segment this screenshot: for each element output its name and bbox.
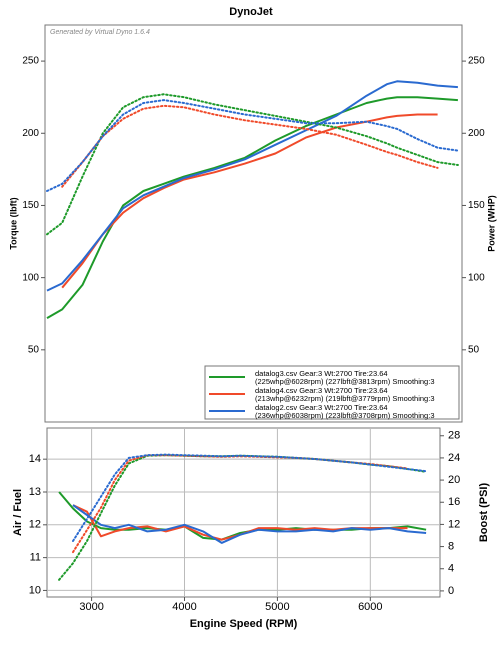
x-tick-label: 3000 <box>79 601 103 613</box>
y-tick-label: 14 <box>29 453 41 465</box>
y2-axis-label: Power (WHP) <box>486 195 496 252</box>
legend-detail: (213whp@6232rpm) (219lbft@3779rpm) Smoot… <box>255 394 435 403</box>
plot-area <box>46 427 441 598</box>
y2-tick-label: 4 <box>448 563 454 575</box>
y2-tick-label: 28 <box>448 430 460 442</box>
y-axis-label: Torque (lbft) <box>8 197 18 249</box>
y-tick-label: 11 <box>30 552 41 564</box>
dotted-line <box>46 93 459 236</box>
legend-name: datalog3.csv Gear:3 Wt:2700 Tire:23.64 <box>255 369 388 378</box>
note: Generated by Virtual Dyno 1.6.4 <box>50 29 150 36</box>
solid-line <box>72 504 427 544</box>
y-tick-label: 200 <box>22 128 39 139</box>
legend-box <box>204 365 460 420</box>
legend-name: datalog2.csv Gear:3 Wt:2700 Tire:23.64 <box>255 403 388 412</box>
y-axis-label: Air / Fuel <box>12 489 24 536</box>
y2-axis-label: Boost (PSI) <box>478 483 490 543</box>
y2-tick-label: 20 <box>448 474 460 486</box>
legend-detail: (225whp@6028rpm) (227lbft@3813rpm) Smoot… <box>255 377 435 386</box>
y2-tick-label: 0 <box>448 585 454 597</box>
dotted-line <box>46 99 459 192</box>
y2-tick-label: 100 <box>468 272 485 283</box>
solid-line <box>46 80 458 292</box>
y-tick-label: 10 <box>29 584 41 596</box>
solid-line <box>61 113 438 289</box>
plot-area <box>44 24 463 423</box>
y-tick-label: 12 <box>29 519 41 531</box>
y-tick-label: 100 <box>22 272 39 283</box>
x-tick-label: 4000 <box>172 601 196 613</box>
y-tick-label: 250 <box>22 56 39 67</box>
x-tick-label: 6000 <box>358 601 382 613</box>
legend-name: datalog4.csv Gear:3 Wt:2700 Tire:23.64 <box>255 386 388 395</box>
y2-tick-label: 16 <box>448 496 460 508</box>
y2-tick-label: 24 <box>448 452 460 464</box>
y2-tick-label: 12 <box>448 518 460 530</box>
y-tick-label: 50 <box>28 344 40 355</box>
x-axis-label: Engine Speed (RPM) <box>190 618 298 630</box>
chart-title: DynoJet <box>229 6 273 18</box>
dotted-line <box>72 453 428 542</box>
y2-tick-label: 250 <box>468 56 485 67</box>
x-tick-label: 5000 <box>265 601 289 613</box>
legend-detail: (236whp@6038rpm) (223lbft@3708rpm) Smoot… <box>255 411 435 420</box>
y-tick-label: 13 <box>29 486 41 498</box>
y2-tick-label: 8 <box>448 540 454 552</box>
y-tick-label: 150 <box>22 200 39 211</box>
y2-tick-label: 50 <box>468 344 480 355</box>
y2-tick-label: 150 <box>468 200 485 211</box>
solid-line <box>46 96 458 319</box>
dotted-line <box>61 104 439 188</box>
y2-tick-label: 200 <box>468 128 485 139</box>
